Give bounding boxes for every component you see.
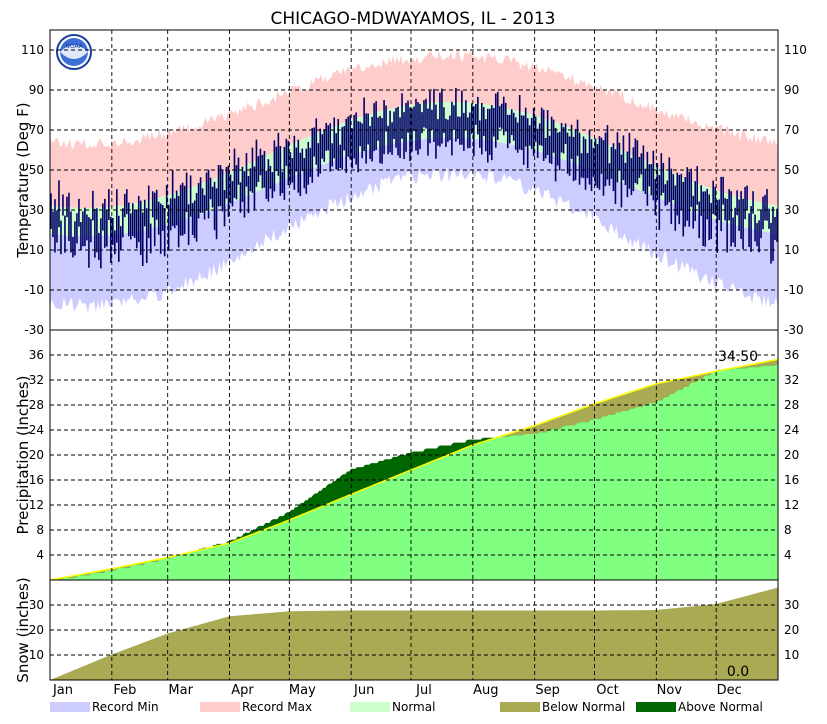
precipitation-tick-right: 12 xyxy=(784,498,799,512)
precipitation-tick-right: 24 xyxy=(784,423,799,437)
temperature-tick-right: 30 xyxy=(784,203,799,217)
precipitation-tick-left: 12 xyxy=(29,498,44,512)
observed-precipitation-area xyxy=(50,364,778,580)
snow-tick-left: 30 xyxy=(29,598,44,612)
precipitation-tick-left: 28 xyxy=(29,398,44,412)
month-label: Jul xyxy=(415,683,432,698)
precipitation-total-annotation: 34.50 xyxy=(718,349,758,365)
temperature-tick-left: -30 xyxy=(24,323,44,337)
temperature-tick-right: 10 xyxy=(784,243,799,257)
snow-total-annotation: 0.0 xyxy=(727,664,749,680)
precipitation-tick-left: 16 xyxy=(29,473,44,487)
precipitation-tick-left: 20 xyxy=(29,448,44,462)
precipitation-tick-right: 4 xyxy=(784,548,792,562)
precipitation-tick-left: 32 xyxy=(29,373,44,387)
temperature-tick-left: 90 xyxy=(29,83,44,97)
temperature-tick-right: 50 xyxy=(784,163,799,177)
month-label: Sep xyxy=(535,683,560,698)
precipitation-tick-right: 32 xyxy=(784,373,799,387)
chart-title: CHICAGO-MDWAYAMOS, IL - 2013 xyxy=(270,9,555,29)
legend-swatch xyxy=(350,702,390,712)
temperature-tick-left: 30 xyxy=(29,203,44,217)
normal-precipitation-line xyxy=(49,358,779,581)
snow-tick-right: 30 xyxy=(784,598,799,612)
month-axis: Jan Feb Mar Apr May Jun Jul Aug Sep Oct Nov Dec xyxy=(52,683,742,698)
legend-swatch xyxy=(500,702,540,712)
precipitation-tick-left: 4 xyxy=(36,548,44,562)
legend-label: Record Min xyxy=(92,700,159,714)
snow-axis-label: Snow (inches) xyxy=(14,577,32,682)
month-label: Oct xyxy=(596,683,618,698)
month-label: Aug xyxy=(473,683,498,698)
temperature-tick-right: -30 xyxy=(784,323,804,337)
temperature-tick-left: 50 xyxy=(29,163,44,177)
month-label: Nov xyxy=(657,683,683,698)
temperature-tick-right: 90 xyxy=(784,83,799,97)
precipitation-tick-right: 16 xyxy=(784,473,799,487)
normal-snow-area xyxy=(50,587,778,680)
legend-swatch xyxy=(200,702,240,712)
temperature-tick-right: 110 xyxy=(784,43,807,57)
temperature-tick-left: -10 xyxy=(24,283,44,297)
snow-tick-right: 10 xyxy=(784,648,799,662)
temperature-tick-left: 110 xyxy=(21,43,44,57)
month-label: Dec xyxy=(717,683,742,698)
legend-swatch xyxy=(636,702,676,712)
month-label: Mar xyxy=(168,683,193,698)
month-label: Feb xyxy=(113,683,136,698)
temperature-panel: -30 -30 -10 -10 10 10 30 30 50 50 70 70 90 90 110 110 T… xyxy=(14,29,807,337)
month-label: Jun xyxy=(353,683,374,698)
snow-panel: 10 10 20 20 30 30 Snow (inches) 0.0 xyxy=(14,577,799,682)
snow-tick-left: 20 xyxy=(29,623,44,637)
snow-tick-left: 10 xyxy=(29,648,44,662)
noaa-logo-text: NOAA xyxy=(65,43,83,50)
legend: Record Min Record Max Normal Below Normal Ab… xyxy=(50,700,763,714)
month-label: May xyxy=(289,683,316,698)
temperature-tick-left: 10 xyxy=(29,243,44,257)
precipitation-tick-right: 8 xyxy=(784,523,792,537)
temperature-tick-right: 70 xyxy=(784,123,799,137)
legend-label: Above Normal xyxy=(678,700,763,714)
snow-tick-right: 20 xyxy=(784,623,799,637)
legend-swatch xyxy=(50,702,90,712)
legend-label: Below Normal xyxy=(542,700,625,714)
legend-label: Normal xyxy=(392,700,435,714)
precipitation-tick-right: 28 xyxy=(784,398,799,412)
noaa-logo: NOAA xyxy=(56,34,92,70)
month-label: Jan xyxy=(52,683,73,698)
temperature-axis-label: Temperature (Deg F) xyxy=(14,102,32,258)
legend-label: Record Max xyxy=(242,700,312,714)
precipitation-tick-right: 36 xyxy=(784,348,799,362)
precipitation-tick-left: 24 xyxy=(29,423,44,437)
month-label: Apr xyxy=(231,683,254,698)
temperature-tick-right: -10 xyxy=(784,283,804,297)
precipitation-tick-left: 36 xyxy=(29,348,44,362)
precipitation-tick-left: 8 xyxy=(36,523,44,537)
precipitation-tick-right: 20 xyxy=(784,448,799,462)
precipitation-axis-label: Precipitation (Inches) xyxy=(14,376,32,535)
temperature-tick-left: 70 xyxy=(29,123,44,137)
precipitation-panel: 4 4 8 8 12 12 16 16 20 20 24 24 28 28 32 32 36 36 Precipi… xyxy=(14,329,799,581)
